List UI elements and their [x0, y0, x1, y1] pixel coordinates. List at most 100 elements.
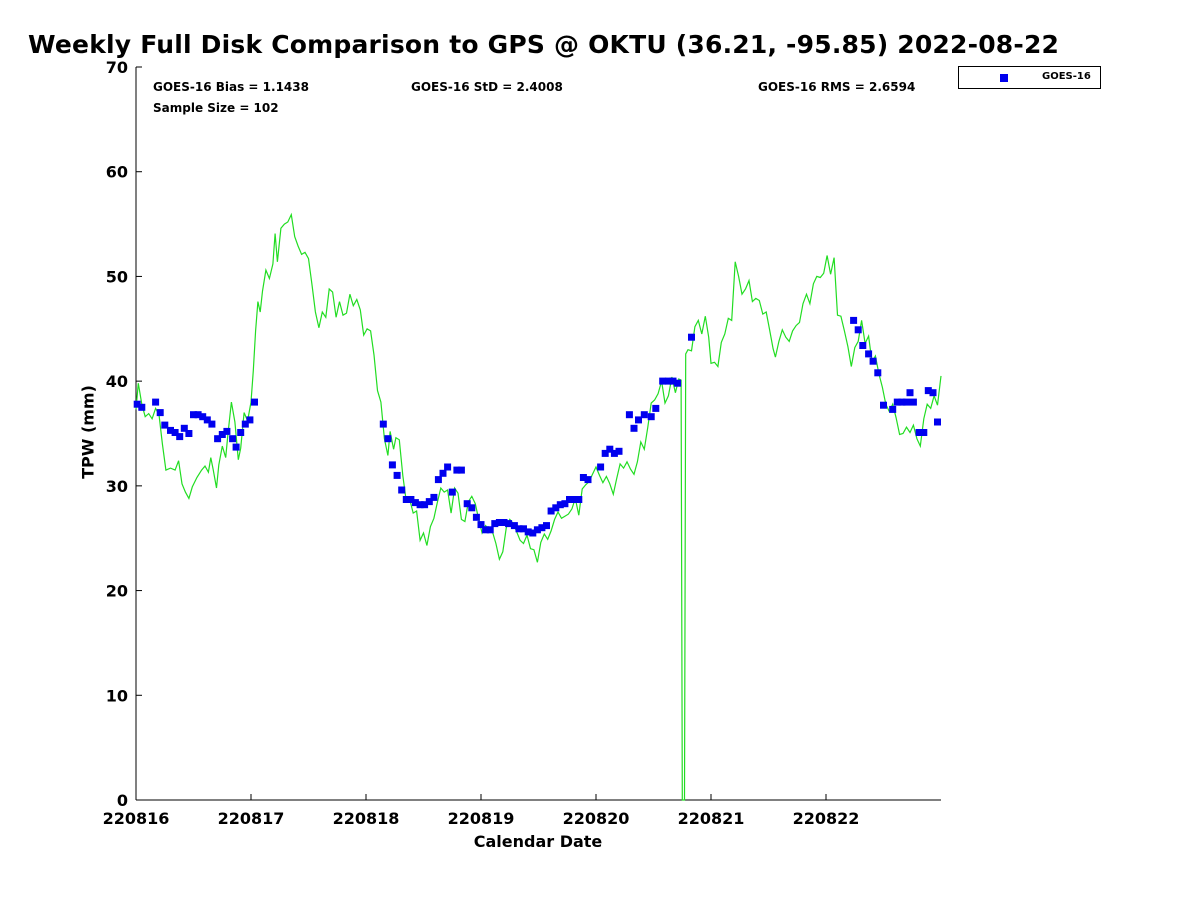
goes16-point — [152, 398, 160, 406]
x-tick-label: 220820 — [563, 809, 630, 828]
goes16-point — [929, 389, 937, 397]
goes16-point — [854, 326, 862, 334]
goes16-point — [421, 501, 429, 509]
goes16-point — [903, 398, 910, 406]
x-axis-label: Calendar Date — [473, 832, 603, 851]
goes16-point — [246, 416, 254, 424]
goes16-point — [232, 443, 240, 451]
goes16-point — [477, 521, 485, 529]
goes16-point — [850, 316, 858, 324]
goes-series-layer — [133, 316, 941, 537]
goes16-point — [664, 377, 672, 385]
goes16-point — [434, 476, 442, 484]
goes16-point — [597, 463, 605, 471]
goes16-point — [491, 520, 499, 528]
axes: 0 10 20 30 40 50 60 70 220816 220817 220818 220819 2… — [103, 58, 941, 828]
goes16-point — [463, 500, 471, 508]
y-axis-label: TPW (mm) — [78, 385, 98, 479]
goes16-point — [180, 424, 188, 432]
goes16-point — [384, 435, 392, 443]
goes16-point — [229, 435, 237, 443]
goes16-point — [924, 387, 932, 395]
goes16-point — [566, 496, 573, 503]
goes16-point — [869, 357, 877, 365]
goes16-point — [218, 431, 226, 438]
goes16-point — [579, 474, 587, 481]
goes16-point — [552, 504, 560, 512]
goes16-point — [393, 471, 401, 479]
goes16-point — [652, 404, 660, 412]
goes16-point — [606, 445, 614, 453]
goes16-point — [161, 421, 169, 429]
legend: GOES-16 — [958, 66, 1101, 89]
goes16-point — [659, 377, 667, 385]
bias-stat: GOES-16 Bias = 1.1438 — [153, 80, 309, 94]
goes16-point — [167, 426, 174, 434]
goes16-point — [199, 413, 207, 421]
goes16-point — [909, 398, 917, 406]
goes16-point — [630, 424, 638, 432]
goes16-point — [223, 427, 231, 435]
goes16-point — [468, 504, 476, 512]
goes16-point — [874, 369, 882, 377]
goes16-point — [472, 513, 480, 521]
y-tick-label: 20 — [106, 582, 128, 601]
goes16-point — [486, 526, 494, 534]
goes16-point — [906, 389, 914, 397]
goes16-point — [194, 411, 202, 419]
goes16-point — [538, 524, 546, 532]
goes16-point — [407, 496, 415, 503]
goes16-point — [635, 416, 642, 424]
goes16-point — [388, 461, 396, 469]
goes16-point — [190, 411, 197, 419]
goes16-point — [500, 519, 508, 526]
goes16-point — [398, 486, 406, 494]
x-tick-label: 220816 — [103, 809, 170, 828]
goes16-point — [674, 379, 682, 387]
goes16-point — [889, 405, 897, 413]
goes16-point — [430, 493, 438, 501]
x-tick-label: 220817 — [218, 809, 285, 828]
sample-size-stat: Sample Size = 102 — [153, 101, 279, 115]
gps-series-line — [135, 212, 942, 801]
goes16-point — [133, 400, 141, 408]
goes16-point — [444, 463, 452, 471]
y-tick-label: 40 — [106, 372, 128, 391]
goes16-point — [570, 496, 578, 503]
goes16-point — [601, 449, 609, 457]
goes16-point — [529, 529, 537, 537]
y-tick-label: 70 — [106, 58, 128, 77]
goes16-point — [920, 429, 928, 436]
gps-series-layer — [135, 212, 942, 801]
rms-stat: GOES-16 RMS = 2.6594 — [758, 80, 916, 94]
goes16-point — [482, 526, 490, 534]
goes16-point — [543, 522, 550, 530]
goes16-point — [688, 333, 695, 341]
legend-swatch-goes16 — [1000, 74, 1008, 82]
goes16-point — [457, 466, 465, 474]
goes16-point — [203, 416, 211, 424]
goes16-point — [610, 449, 618, 457]
goes16-point — [138, 403, 146, 411]
goes16-point — [510, 522, 518, 530]
y-tick-label: 50 — [106, 267, 128, 286]
goes16-point — [402, 496, 410, 503]
goes16-point — [379, 420, 387, 428]
goes16-point — [251, 398, 258, 406]
legend-label-goes16: GOES-16 — [1042, 71, 1091, 82]
goes16-point — [171, 429, 179, 436]
y-tick-label: 0 — [117, 791, 128, 810]
goes16-point — [859, 342, 867, 349]
goes16-point — [237, 429, 245, 436]
goes16-point — [647, 413, 655, 421]
goes16-point — [520, 525, 527, 533]
goes16-point — [208, 420, 216, 428]
goes16-point — [934, 418, 941, 426]
goes16-point — [241, 420, 249, 428]
y-tick-label: 10 — [106, 686, 128, 705]
goes16-point — [176, 433, 184, 441]
goes16-point — [524, 528, 532, 536]
x-tick-label: 220819 — [448, 809, 515, 828]
x-tick-label: 220821 — [678, 809, 745, 828]
